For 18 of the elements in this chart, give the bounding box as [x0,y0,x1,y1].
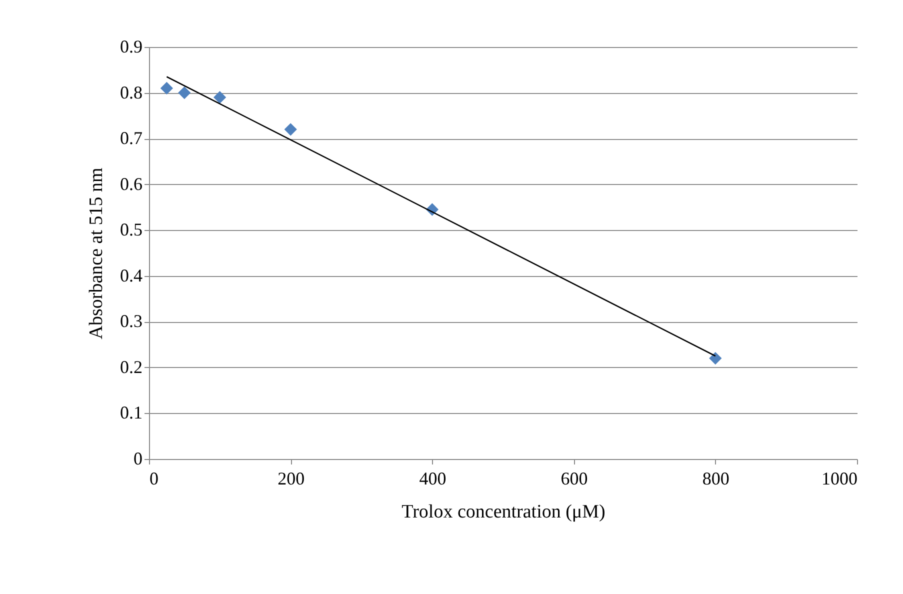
x-tick-label: 200 [278,468,305,488]
y-tick-label: 0.4 [120,265,142,286]
x-tick-label: 600 [560,468,588,488]
y-tick-label: 0.3 [120,311,142,332]
x-axis-title: Trolox concentration (μM) [402,502,606,522]
y-tick-label: 0 [134,448,142,468]
x-tick-label: 1000 [822,468,858,488]
x-tick-label: 0 [150,468,158,488]
y-tick-label: 0.2 [120,356,142,377]
y-tick-label: 0.6 [120,174,142,194]
y-tick-label: 0.1 [120,402,142,423]
y-tick-label: 0.8 [120,82,142,102]
y-tick-label: 0.5 [120,220,142,240]
y-axis-title: Absorbance at 515 nm [86,168,107,340]
x-tick-label: 800 [702,468,730,488]
y-tick-label: 0.9 [120,36,142,56]
x-tick-label: 400 [419,468,446,488]
y-tick-label: 0.7 [120,128,142,148]
